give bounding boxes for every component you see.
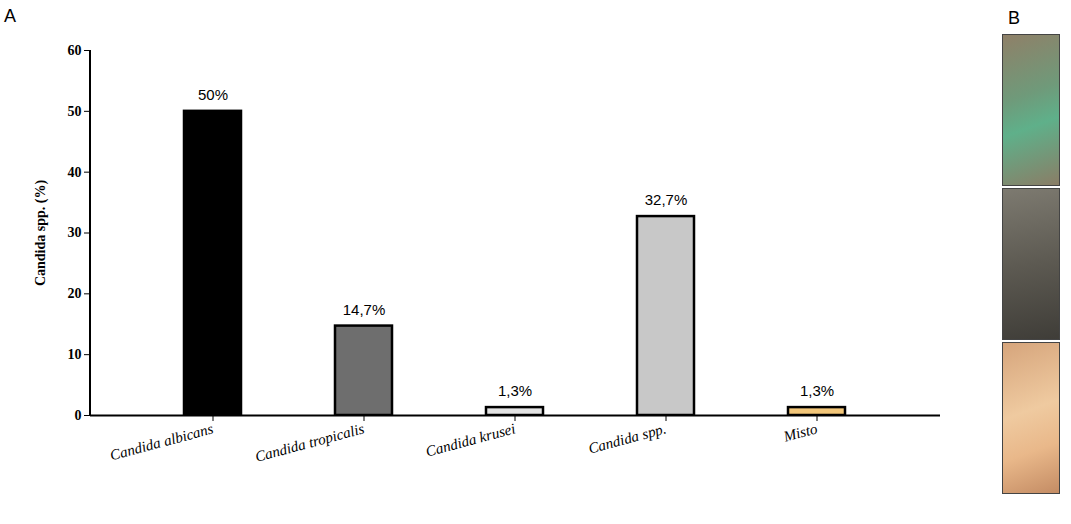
html-text:B: B bbox=[1008, 8, 1020, 28]
svg-text:Misto: Misto bbox=[781, 420, 820, 445]
svg-text:60: 60 bbox=[68, 43, 82, 58]
svg-text:Candida tropicalis: Candida tropicalis bbox=[253, 420, 366, 465]
svg-text:50: 50 bbox=[68, 104, 82, 119]
svg-text:32,7%: 32,7% bbox=[645, 191, 688, 208]
svg-text:Candida albicans: Candida albicans bbox=[108, 420, 215, 463]
svg-text:Candida spp.: Candida spp. bbox=[587, 420, 668, 456]
svg-text:30: 30 bbox=[68, 225, 82, 240]
svg-text:Candida spp. (%): Candida spp. (%) bbox=[33, 180, 49, 287]
svg-text:1,3%: 1,3% bbox=[800, 382, 834, 399]
svg-text:40: 40 bbox=[68, 165, 82, 180]
svg-text:14,7%: 14,7% bbox=[343, 301, 386, 318]
svg-text:20: 20 bbox=[68, 286, 82, 301]
svg-text:10: 10 bbox=[68, 347, 82, 362]
svg-text:Candida krusei: Candida krusei bbox=[424, 420, 517, 459]
svg-text:0: 0 bbox=[75, 408, 82, 423]
svg-text:1,3%: 1,3% bbox=[498, 382, 532, 399]
html-text:A: A bbox=[4, 6, 16, 26]
svg-text:50%: 50% bbox=[198, 86, 228, 103]
